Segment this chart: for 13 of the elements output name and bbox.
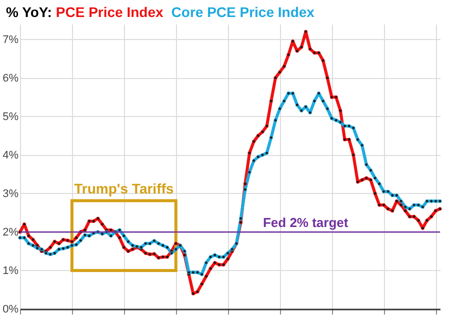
y-tick-label: 6% xyxy=(2,72,19,84)
y-tick-label: 1% xyxy=(2,264,19,277)
y-tick-label: 3% xyxy=(2,188,19,200)
y-tick-label: 5% xyxy=(2,110,19,123)
text: Core PCE Price Index xyxy=(171,4,314,20)
text: PCE Price Index xyxy=(56,4,164,20)
y-tick-label: 2% xyxy=(2,226,19,238)
y-tick-label: 0% xyxy=(2,304,19,316)
annotation: Trump's Tariffs xyxy=(74,180,174,197)
ref-line-label: Fed 2% target xyxy=(262,214,349,230)
chart-title: % YoY: xyxy=(6,4,52,20)
y-tick-label: 4% xyxy=(2,149,19,162)
y-tick-label: 7% xyxy=(2,34,19,46)
